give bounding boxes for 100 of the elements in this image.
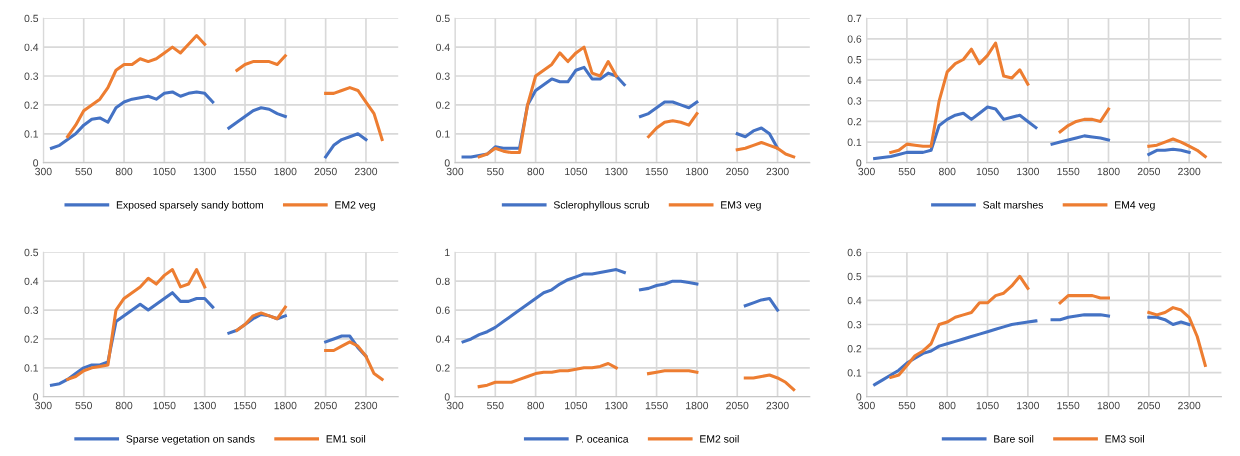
x-tick-label: 800: [938, 401, 956, 410]
y-tick-label: 0.7: [847, 14, 862, 23]
y-tick-label: 0.2: [847, 345, 862, 353]
x-tick-label: 1550: [1057, 401, 1080, 410]
x-tick-label: 1050: [153, 401, 176, 410]
legend-label: EM3 soil: [1105, 434, 1144, 443]
legend-label: Salt marshes: [983, 200, 1044, 209]
y-tick-label: 0.4: [436, 335, 450, 343]
x-tick-label: 1300: [605, 167, 628, 176]
x-tick-label: 300: [858, 167, 875, 176]
x-tick-label: 300: [446, 401, 464, 410]
x-tick-label: 1800: [1097, 167, 1120, 176]
x-tick-label: 2050: [314, 401, 337, 410]
y-tick-label: 0: [33, 393, 39, 401]
y-tick-label: 0.5: [24, 14, 39, 23]
y-tick-label: 0: [444, 159, 450, 167]
x-tick-label: 800: [527, 167, 544, 176]
x-tick-label: 1050: [153, 167, 176, 176]
x-tick-label: 800: [527, 401, 544, 410]
y-tick-label: 0: [33, 159, 39, 167]
x-tick-label: 2300: [354, 401, 378, 410]
y-tick-label: 0: [856, 393, 862, 401]
x-tick-label: 1050: [565, 167, 588, 176]
legend-label: Exposed sparsely sandy bottom: [116, 200, 263, 211]
y-tick-label: 0.6: [436, 306, 450, 314]
y-tick-label: 0.3: [847, 97, 862, 105]
x-tick-label: 550: [487, 167, 504, 176]
y-tick-label: 0: [444, 393, 450, 401]
y-tick-label: 0.4: [436, 43, 450, 52]
y-tick-label: 0.8: [436, 277, 450, 286]
y-tick-label: 0: [856, 159, 862, 167]
x-tick-label: 1800: [686, 167, 709, 176]
y-tick-label: 0.3: [24, 72, 39, 80]
x-tick-label: 1050: [565, 401, 588, 410]
x-tick-label: 300: [35, 167, 52, 176]
y-tick-label: 0.1: [24, 364, 39, 372]
y-tick-label: 0.5: [847, 56, 862, 64]
x-tick-label: 1550: [1057, 167, 1080, 176]
y-tick-label: 0.5: [24, 248, 39, 257]
x-tick-label: 1550: [234, 167, 257, 176]
legend-label: EM1 soil: [326, 434, 366, 443]
x-tick-label: 1300: [1017, 167, 1040, 176]
y-tick-label: 0.2: [24, 335, 39, 343]
x-tick-label: 550: [75, 401, 92, 410]
x-tick-label: 2300: [1178, 401, 1201, 410]
y-tick-label: 0.1: [847, 369, 862, 377]
x-tick-label: 2050: [726, 167, 749, 176]
legend-label: EM2 soil: [700, 434, 739, 443]
x-tick-label: 800: [115, 167, 133, 176]
y-tick-label: 0.1: [24, 130, 39, 138]
x-tick-label: 1550: [645, 401, 668, 410]
x-tick-label: 550: [898, 401, 916, 410]
y-tick-label: 0.2: [24, 101, 39, 109]
y-tick-label: 0.1: [847, 138, 862, 146]
legend-label: P. oceanica: [576, 434, 629, 443]
y-tick-label: 0.2: [847, 117, 862, 126]
x-tick-label: 1300: [193, 401, 216, 410]
y-tick-label: 0.2: [436, 101, 450, 109]
x-tick-label: 2050: [314, 167, 337, 176]
x-tick-label: 2300: [1178, 167, 1201, 176]
x-tick-label: 1800: [274, 167, 297, 176]
y-tick-label: 0.3: [436, 72, 450, 80]
y-tick-label: 0.4: [24, 277, 39, 286]
x-tick-label: 1800: [1097, 401, 1120, 410]
legend-label: Sparse vegetation on sands: [126, 434, 255, 445]
legend-label: EM3 veg: [721, 201, 761, 211]
legend-label: Bare soil: [994, 434, 1034, 443]
y-tick-label: 0.6: [847, 248, 862, 257]
y-tick-label: 0.2: [436, 364, 450, 372]
x-tick-label: 1300: [193, 167, 216, 176]
y-tick-label: 1: [445, 248, 450, 257]
x-tick-label: 550: [75, 167, 92, 176]
y-tick-label: 0.1: [436, 130, 450, 138]
x-tick-label: 2300: [766, 167, 789, 176]
x-tick-label: 2300: [354, 167, 378, 176]
y-tick-label: 0.4: [24, 43, 39, 52]
x-tick-label: 2050: [1137, 401, 1160, 410]
y-tick-label: 0.5: [847, 272, 862, 281]
x-tick-label: 550: [898, 167, 916, 176]
x-tick-label: 300: [858, 401, 875, 410]
y-tick-label: 0.5: [436, 14, 450, 23]
x-tick-label: 1300: [1017, 401, 1040, 410]
x-tick-label: 800: [938, 167, 956, 176]
x-tick-label: 2050: [726, 401, 749, 410]
y-tick-label: 0.6: [847, 35, 862, 43]
x-tick-label: 1550: [645, 167, 668, 176]
x-tick-label: 1050: [976, 167, 999, 176]
legend-label: Sclerophyllous scrub: [553, 200, 650, 211]
x-tick-label: 2050: [1137, 167, 1160, 176]
x-tick-label: 1300: [605, 401, 628, 410]
x-tick-label: 1550: [234, 401, 257, 410]
x-tick-label: 300: [35, 401, 52, 410]
x-tick-label: 800: [115, 401, 133, 410]
x-tick-label: 1800: [274, 401, 297, 410]
legend-label: EM4 veg: [1115, 201, 1155, 211]
y-tick-label: 0.3: [24, 306, 39, 314]
legend-label: EM2 veg: [335, 201, 375, 211]
x-tick-label: 300: [446, 167, 464, 176]
y-tick-label: 0.4: [847, 76, 862, 85]
x-tick-label: 1050: [976, 401, 999, 410]
